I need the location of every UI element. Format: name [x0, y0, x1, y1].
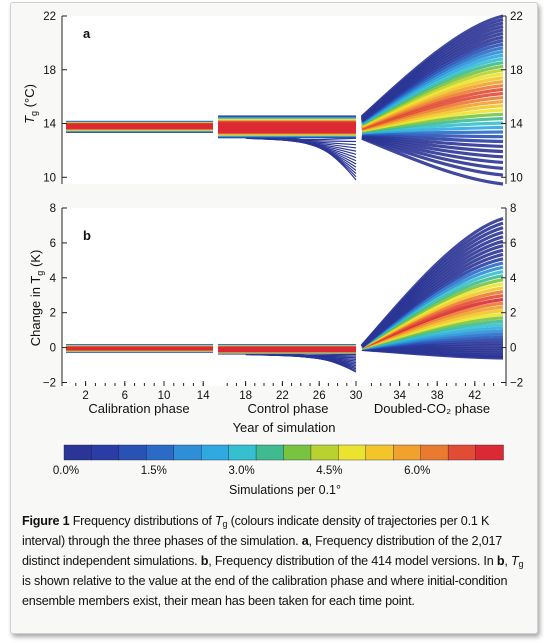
caption-text: , Frequency distribution of the 2,017 di… [22, 534, 503, 568]
caption-symbol: T [510, 554, 519, 568]
colorbar-swatch [420, 444, 449, 461]
panel-a-label: a [83, 26, 91, 41]
panel-b-xticks: 2 6 10 14 18 22 26 30 34 38 42 [75, 381, 495, 402]
x-tick-label: 14 [197, 390, 210, 402]
colorbar-title: Simulations per 0.1° [229, 483, 341, 497]
y-tick-label: 2 [50, 308, 56, 320]
colorbar-swatch [365, 444, 394, 461]
y-tick-label: 22 [510, 11, 523, 23]
colorbar [63, 444, 504, 461]
x-tick-label: 26 [313, 390, 326, 402]
figure-caption: Figure 1 Frequency distributions of Tg (… [22, 511, 526, 611]
y-tick-label: 18 [43, 65, 56, 77]
colorbar-tick-label: 0.0% [53, 465, 79, 477]
caption-subscript: g [222, 519, 228, 529]
density-band [218, 346, 356, 352]
panel-a-ylabel: Tg (°C) [22, 84, 39, 124]
colorbar-tick-label: 4.5% [316, 465, 342, 477]
y-tick-label: 6 [510, 238, 516, 250]
colorbar-swatch [173, 444, 202, 461]
trajectory-line [360, 14, 504, 118]
colorbar-swatch [146, 444, 175, 461]
caption-symbol: T [215, 514, 223, 528]
trajectory-line [296, 353, 357, 373]
colorbar-swatch [447, 444, 477, 461]
panel-b-yticks: −2 −2 0 0 2 2 4 4 6 6 8 8 [43, 203, 523, 390]
panel-b-control-band [218, 344, 357, 373]
x-tick-label: 10 [158, 390, 171, 402]
panel-a-calibration-band [66, 120, 213, 133]
x-tick-label: 34 [393, 390, 406, 402]
caption-panel-ref: a [301, 534, 309, 548]
caption-panel-ref: b [200, 554, 209, 568]
y-tick-label: 14 [510, 119, 523, 131]
x-tick-label: 42 [468, 390, 481, 402]
colorbar-swatch [91, 444, 120, 461]
panel-b-doubled-co2-band [360, 216, 504, 360]
panel-a-doubled-co2-band [360, 14, 504, 186]
x-tick-label: 6 [122, 390, 128, 402]
colorbar-swatch [338, 444, 367, 461]
y-tick-label: 4 [510, 273, 517, 285]
colorbar-swatch [255, 444, 285, 461]
trajectory-line [360, 216, 504, 347]
panel-a-control-band [218, 115, 357, 181]
y-tick-label: 10 [510, 172, 523, 184]
x-tick-label: 38 [431, 390, 444, 402]
phase-label-doubled-co2: Doubled-CO₂ phase [374, 401, 490, 416]
colorbar-swatch [200, 444, 230, 461]
panel-b-ylabel: Change in Tg (K) [28, 250, 45, 347]
x-tick-label: 30 [350, 390, 363, 402]
colorbar-swatch [475, 444, 504, 461]
y-tick-label: 8 [510, 203, 516, 215]
caption-text: , [504, 554, 511, 568]
x-tick-label: 2 [82, 390, 88, 402]
density-band [218, 122, 356, 133]
panel-b-label: b [83, 228, 91, 243]
caption-heading: Figure 1 [22, 514, 70, 528]
panel-a-yticks: 10 10 14 14 18 18 22 22 [43, 11, 523, 184]
colorbar-swatch [393, 444, 422, 461]
y-tick-label: 0 [510, 343, 516, 355]
colorbar-tick-label: 1.5% [141, 465, 167, 477]
colorbar-swatch [63, 444, 93, 461]
x-axis-title: Year of simulation [233, 420, 336, 435]
phase-label-calibration: Calibration phase [88, 401, 189, 416]
x-tick-label: 22 [276, 390, 289, 402]
y-tick-label: 4 [50, 273, 57, 285]
caption-text: Frequency distributions of [69, 514, 215, 528]
trajectory-line [361, 136, 504, 186]
y-tick-label: 18 [510, 65, 523, 77]
y-tick-label: 6 [50, 238, 56, 250]
caption-panel-ref: b [496, 554, 505, 568]
density-band [66, 123, 213, 129]
y-tick-label: −2 [43, 378, 56, 390]
panel-a: 10 10 14 14 18 18 22 22 a Tg (°C) [22, 11, 523, 186]
caption-text: , Frequency distribution of the 414 mode… [208, 554, 497, 568]
caption-text: (colours indicate density of trajectorie… [22, 514, 490, 548]
density-band [66, 346, 213, 351]
y-tick-label: −2 [510, 378, 523, 390]
y-tick-label: 10 [43, 172, 56, 184]
phase-label-control: Control phase [248, 401, 329, 416]
panel-b: −2 −20 02 24 46 68 8 2 6 10 14 18 22 26 30 34 38 42 b Ch… [28, 203, 523, 402]
y-tick-label: 8 [50, 203, 56, 215]
caption-subscript: g [518, 559, 524, 569]
colorbar-tick-label: 3.0% [228, 465, 254, 477]
colorbar-swatch [283, 444, 312, 461]
panel-b-calibration-band [66, 344, 213, 353]
colorbar-swatch [310, 444, 340, 461]
colorbar-swatch [228, 444, 257, 461]
caption-text: is shown relative to the value at the en… [22, 574, 508, 608]
colorbar-tick-label: 6.0% [404, 465, 430, 477]
y-tick-label: 0 [50, 343, 56, 355]
trajectory-line [293, 137, 357, 181]
colorbar-swatch [118, 444, 148, 461]
y-tick-label: 2 [510, 308, 516, 320]
y-tick-label: 14 [43, 119, 56, 131]
x-tick-label: 18 [239, 390, 252, 402]
y-tick-label: 22 [43, 11, 56, 23]
colorbar-ticks: 0.0% 1.5% 3.0% 4.5% 6.0% [53, 465, 430, 477]
